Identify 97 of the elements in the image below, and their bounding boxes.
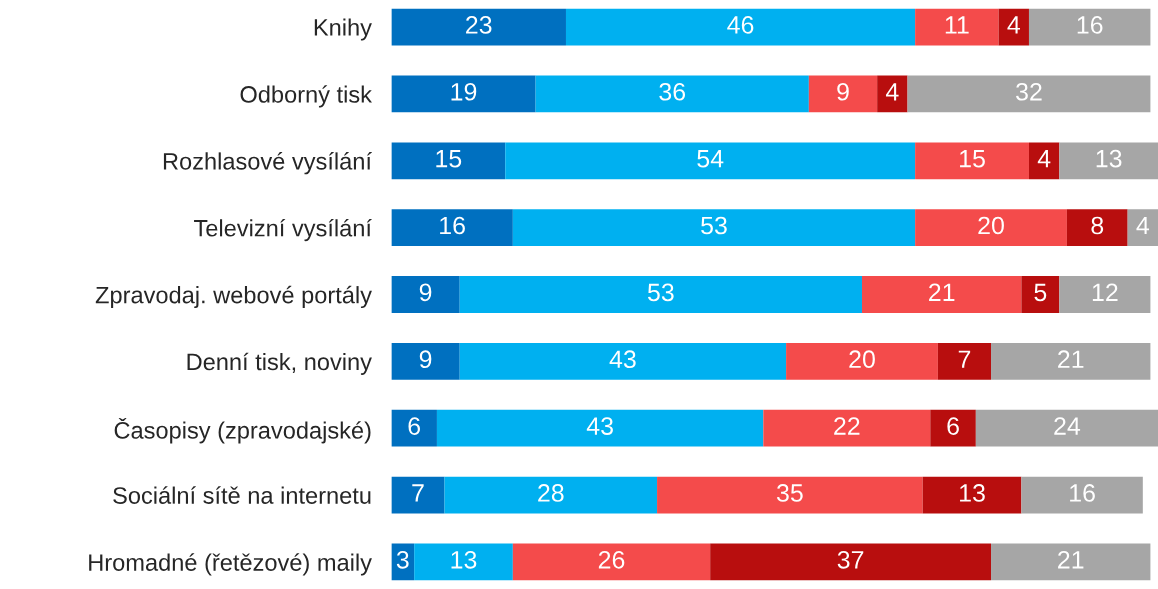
data-label: 46 [727,16,754,34]
bar [1059,142,1158,180]
bar [877,75,908,113]
data-label: 54 [697,150,724,168]
bar [915,142,1029,180]
bar [1028,8,1151,46]
data-label: 16 [440,216,465,235]
data-label: 21 [1058,550,1084,569]
bar [763,409,931,447]
y-tick-label: Rozhlasové vysílání [163,152,372,175]
data-label: 21 [1058,350,1084,368]
data-label: 53 [701,216,727,235]
y-tick-label: Sociální sítě na internetu [113,486,371,504]
data-label: 37 [837,550,864,569]
data-label: 12 [1092,283,1118,301]
bar [915,8,999,46]
bar [391,8,566,46]
data-label: 23 [466,16,492,34]
data-label: 53 [647,283,674,302]
bar [1021,476,1143,514]
bar [391,342,460,380]
data-label: 13 [451,550,477,569]
bar [861,276,1022,313]
data-label: 15 [960,150,985,168]
data-label: 43 [609,350,636,369]
data-label: 16 [1070,484,1095,502]
data-label: 4 [885,83,899,101]
bar [391,409,437,447]
data-label: 28 [538,484,564,502]
bar [459,276,862,313]
data-label: 9 [419,283,432,302]
data-label: 9 [419,350,432,369]
bar [1127,209,1158,247]
bar [512,209,916,247]
y-tick-label: Hromadné (řetězové) maily [89,553,372,576]
data-label: 5 [1034,283,1047,302]
bar [991,543,1151,581]
data-label: 20 [978,216,1004,235]
bar [907,75,1151,113]
bar [391,476,445,514]
bar [991,342,1151,380]
bar [459,342,787,380]
bar [436,409,764,447]
bar [391,209,513,247]
data-label: 9 [837,82,849,101]
data-label: 20 [849,350,875,369]
bar [1028,142,1060,180]
data-label: 36 [659,82,686,101]
bar [915,209,1067,247]
data-label: 3 [396,550,409,569]
data-label: 4 [1037,150,1051,168]
bar [922,476,1022,514]
bar [444,476,658,514]
data-label: 35 [776,484,803,502]
data-label: 8 [1091,216,1104,235]
data-label: 13 [960,484,985,502]
data-label: 26 [598,550,625,569]
y-tick-label: Televizní vysílání [194,218,372,242]
bar [1059,276,1151,313]
bar [505,142,916,180]
bar [786,342,938,380]
bar [975,409,1158,447]
bar [657,476,923,514]
data-label: 6 [947,417,959,435]
bar [930,409,976,447]
y-tick-label: Časopisy (zpravodajské) [114,417,371,444]
data-label: 43 [586,417,613,435]
bar [391,276,460,313]
bar [414,543,513,581]
bar [565,8,916,46]
data-label: 19 [451,82,477,101]
bar [1021,276,1060,313]
bar [535,75,809,113]
data-label: 15 [436,150,462,168]
bar [710,543,992,581]
y-tick-label: Denní tisk, noviny [187,352,372,375]
data-label: 32 [1016,82,1042,101]
bar [391,75,536,113]
bar [808,75,878,113]
data-label: 4 [1136,216,1150,235]
data-label: 16 [1077,16,1103,34]
y-tick-label: Knihy [314,18,372,41]
data-label: 11 [945,16,969,34]
y-tick-label: Zpravodaj. webové portály [95,285,372,309]
bar [512,543,711,581]
bar [937,342,992,380]
data-label: 24 [1054,417,1081,435]
data-label: 7 [412,484,424,502]
bar [391,142,506,180]
data-label: 22 [834,417,860,435]
data-label: 4 [1007,16,1021,34]
bar [1066,209,1128,247]
data-label: 7 [958,350,971,368]
y-tick-label: Odborný tisk [240,85,372,108]
data-label: 6 [408,417,421,435]
data-label: 13 [1096,149,1122,168]
data-label: 21 [929,283,955,301]
